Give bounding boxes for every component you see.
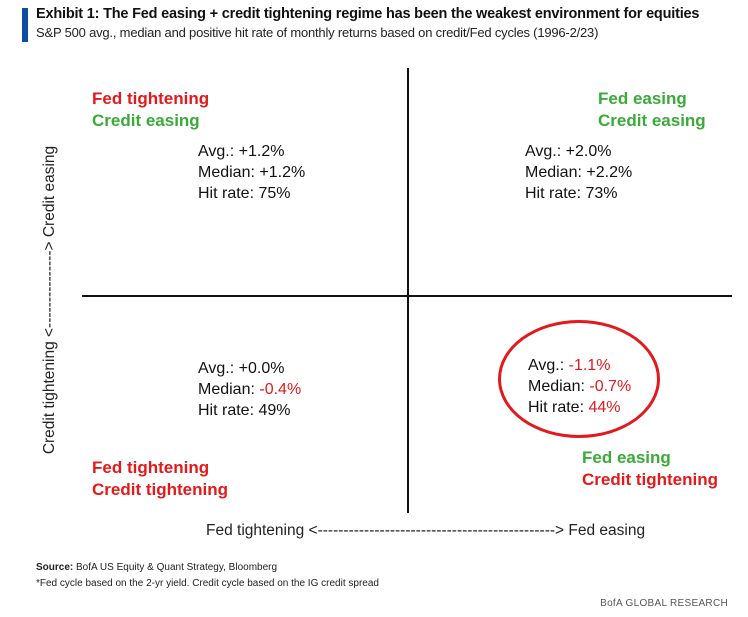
q-top-right-stats: Avg.: +2.0% Median: +2.2% Hit rate: 73%	[525, 141, 632, 204]
highlight-circle	[498, 320, 660, 438]
q-top-left-avg-value: +1.2%	[238, 143, 285, 160]
q-bottom-left-hit-value: 49%	[258, 402, 291, 419]
q-bottom-left-median-value: -0.4%	[259, 381, 302, 398]
q-top-right-hit-value: 73%	[585, 185, 618, 202]
q-top-right-avg-label: Avg.:	[525, 143, 562, 160]
q-bottom-right-avg-label: Avg.:	[528, 357, 565, 374]
q-bottom-left-avg-label: Avg.:	[198, 360, 235, 377]
horizontal-axis-line	[82, 295, 732, 297]
brand-label: BofA GLOBAL RESEARCH	[600, 598, 728, 609]
x-axis-label: Fed tightening <------------------------…	[206, 522, 646, 539]
q-bottom-left-avg-value: +0.0%	[238, 360, 285, 377]
chart-title: Exhibit 1: The Fed easing + credit tight…	[36, 6, 700, 22]
q-bottom-left-credit-label: Credit tightening	[92, 480, 228, 499]
source-text: BofA US Equity & Quant Strategy, Bloombe…	[76, 562, 278, 573]
q-bottom-right-fed-label: Fed easing	[582, 448, 671, 467]
q-top-left-avg-label: Avg.:	[198, 143, 235, 160]
q-top-left-hit-label: Hit rate:	[198, 185, 255, 202]
source-note: Source: BofA US Equity & Quant Strategy,…	[36, 562, 277, 573]
q-bottom-left-fed-label: Fed tightening	[92, 458, 210, 477]
q-top-left-hit-value: 75%	[258, 185, 291, 202]
chart-subtitle: S&P 500 avg., median and positive hit ra…	[36, 25, 599, 40]
y-axis-label-text: Credit tightening <---------------> Cred…	[41, 145, 58, 455]
q-top-right-median-value: +2.2%	[586, 164, 633, 181]
footnote: *Fed cycle based on the 2-yr yield. Cred…	[36, 578, 379, 589]
q-top-right-credit-label: Credit easing	[598, 111, 706, 130]
q-bottom-left-hit-label: Hit rate:	[198, 402, 255, 419]
q-bottom-right-credit-label: Credit tightening	[582, 470, 718, 489]
title-accent-bar	[22, 8, 28, 42]
q-top-right-fed-label: Fed easing	[598, 89, 687, 108]
q-top-right-hit-label: Hit rate:	[525, 185, 582, 202]
q-bottom-right-median-value: -0.7%	[589, 378, 632, 395]
q-top-left-median-value: +1.2%	[259, 164, 306, 181]
q-top-right-median-label: Median:	[525, 164, 582, 181]
q-bottom-right-stats: Avg.: -1.1% Median: -0.7% Hit rate: 44%	[528, 355, 631, 418]
q-bottom-right-median-label: Median:	[528, 378, 585, 395]
q-bottom-right-hit-value: 44%	[588, 399, 621, 416]
q-top-left-fed-label: Fed tightening	[92, 89, 210, 108]
q-top-left-stats: Avg.: +1.2% Median: +1.2% Hit rate: 75%	[198, 141, 305, 204]
q-top-left-median-label: Median:	[198, 164, 255, 181]
q-bottom-right-avg-value: -1.1%	[568, 357, 611, 374]
q-bottom-left-median-label: Median:	[198, 381, 255, 398]
vertical-axis-line	[407, 68, 409, 513]
q-bottom-left-stats: Avg.: +0.0% Median: -0.4% Hit rate: 49%	[198, 358, 301, 421]
q-top-left-credit-label: Credit easing	[92, 111, 200, 130]
q-bottom-right-hit-label: Hit rate:	[528, 399, 585, 416]
q-top-right-avg-value: +2.0%	[565, 143, 612, 160]
source-label: Source:	[36, 562, 74, 573]
